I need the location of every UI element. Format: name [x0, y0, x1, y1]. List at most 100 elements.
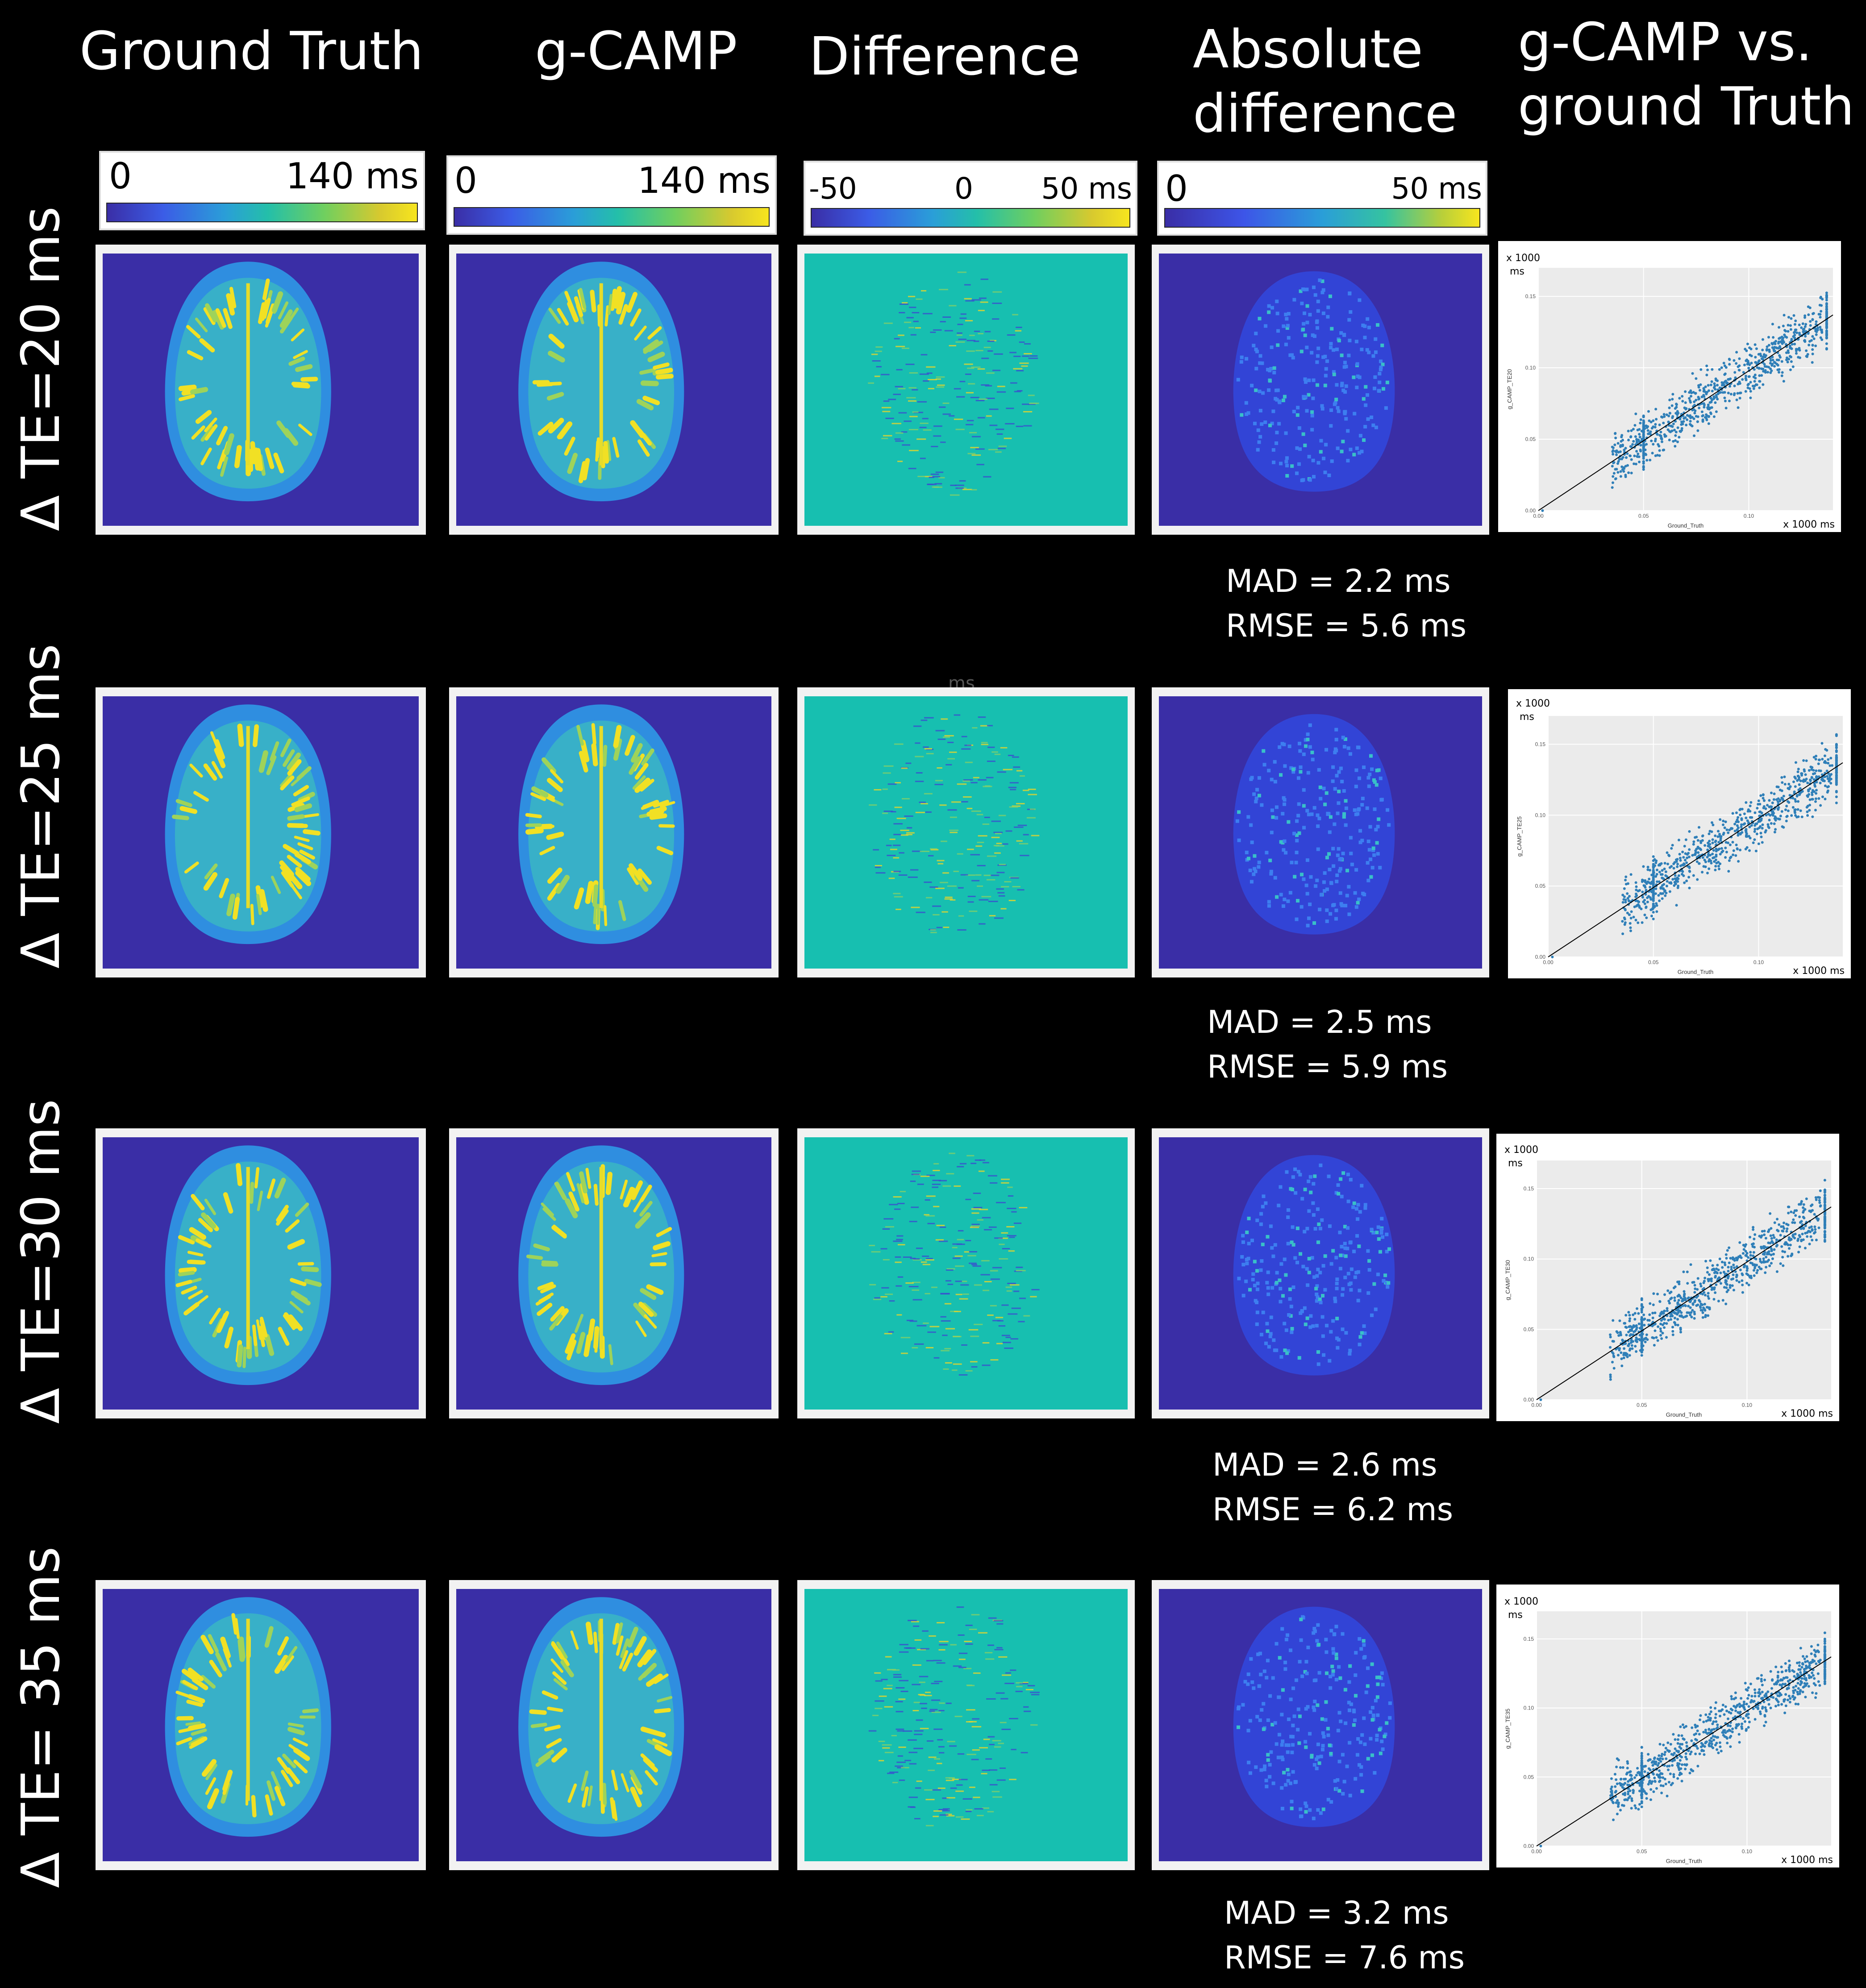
abs-speck — [1266, 1235, 1270, 1239]
diff-speck — [936, 1763, 942, 1764]
scatter-point — [1817, 762, 1820, 765]
scatter-point — [1688, 415, 1691, 418]
abs-speck — [1302, 804, 1306, 808]
diff-speck — [876, 366, 882, 368]
abs-speck — [1310, 750, 1314, 754]
diff-speck — [875, 346, 883, 348]
scatter-point — [1791, 806, 1795, 809]
scatter-point — [1687, 855, 1691, 858]
scatter-point — [1718, 833, 1721, 836]
abs-speck — [1369, 1710, 1373, 1714]
abs-speck — [1304, 738, 1308, 742]
diff-speck — [971, 1212, 979, 1214]
diff-speck — [889, 1204, 898, 1206]
cortex-fold — [546, 392, 564, 401]
abs-speck — [1345, 1764, 1349, 1768]
scatter-point — [1810, 791, 1813, 794]
abs-speck — [1346, 746, 1350, 750]
scatter-point — [1777, 808, 1780, 811]
scatter-point — [1706, 368, 1709, 371]
diff-speck — [1019, 775, 1025, 777]
scatter-point — [1621, 894, 1624, 897]
diff-speck — [955, 487, 964, 489]
cortex-fold — [283, 844, 300, 856]
abs-speck — [1307, 916, 1311, 920]
abs-speck — [1288, 353, 1292, 357]
colorbar-max: 140 ms — [286, 155, 419, 197]
scatter-point — [1695, 377, 1698, 380]
abs-speck — [1327, 473, 1331, 477]
scatter-point — [1785, 805, 1788, 808]
scatter-point — [1727, 831, 1730, 834]
abs-speck — [1350, 1267, 1354, 1271]
abs-speck — [1315, 1292, 1319, 1296]
abs-speck — [1295, 1227, 1300, 1231]
scatter-point — [1783, 1250, 1787, 1253]
cortex-fold — [625, 735, 635, 756]
scatter-point — [1636, 428, 1639, 432]
diff-speck — [1029, 355, 1038, 357]
diff-speck — [1010, 1338, 1018, 1340]
scatter-point — [1663, 435, 1666, 438]
gt-map-row-3 — [96, 1128, 426, 1418]
scatter-point — [1738, 357, 1741, 360]
diff-speck — [997, 1320, 1004, 1322]
abs-speck — [1318, 785, 1322, 789]
scatter-point — [1762, 370, 1765, 373]
abs-speck — [1358, 298, 1362, 302]
abs-speck — [1280, 1713, 1284, 1717]
scatter-point — [1642, 865, 1645, 868]
diff-speck — [1016, 840, 1023, 842]
diff-speck — [996, 1779, 1006, 1781]
diff-speck — [893, 834, 902, 836]
scatter-point — [1708, 843, 1712, 846]
abs-speck — [1291, 1243, 1295, 1247]
diff-speck — [958, 1374, 968, 1376]
scatter-point — [1823, 779, 1826, 782]
scatter-point — [1642, 462, 1645, 465]
abs-speck — [1335, 347, 1339, 351]
scatter-point — [1766, 823, 1770, 826]
scatter-point — [1796, 808, 1799, 811]
scatter-point — [1820, 742, 1824, 745]
abs-speck — [1378, 1728, 1382, 1732]
scatter-point — [1747, 821, 1750, 824]
abs-speck — [1282, 848, 1286, 852]
abs-speck — [1254, 332, 1258, 336]
scatter-point — [1825, 296, 1828, 299]
scatter-point — [1820, 330, 1824, 333]
diff-speck — [938, 1746, 945, 1748]
scatter-point — [1614, 478, 1617, 481]
scatter-point — [1662, 421, 1665, 424]
diff-speck — [936, 386, 945, 388]
diff-speck — [996, 1647, 1003, 1649]
scatter-point — [1682, 864, 1685, 867]
abs-speck — [1315, 1767, 1319, 1771]
scatter-point — [1815, 320, 1818, 323]
diff-speck — [921, 290, 927, 292]
abs-speck — [1370, 1718, 1375, 1722]
scatter-point — [1655, 859, 1658, 862]
scatter-point — [1711, 390, 1714, 393]
abs-speck — [1309, 1190, 1313, 1194]
cortex-fold — [273, 452, 284, 474]
diff-speck — [882, 1747, 890, 1749]
scatter-point — [1642, 431, 1645, 434]
abs-speck — [1241, 1263, 1245, 1267]
scatter-point — [1620, 434, 1624, 437]
abs-speck — [1268, 424, 1272, 428]
scatter-point — [1681, 395, 1684, 398]
abs-speck — [1356, 901, 1360, 905]
abs-speck — [1311, 396, 1315, 400]
diff-speck — [979, 1209, 988, 1210]
abs-speck — [1340, 903, 1344, 907]
diff-speck — [899, 312, 905, 313]
abs-speck — [1291, 767, 1295, 771]
scatter-point — [1782, 794, 1785, 798]
scatter-point — [1643, 1323, 1646, 1327]
scatter-point — [1714, 834, 1717, 837]
scatter-point — [1739, 1268, 1742, 1272]
cortex-fold — [264, 1626, 274, 1648]
scatter-point — [1796, 770, 1799, 774]
scatter-point — [1764, 369, 1767, 372]
